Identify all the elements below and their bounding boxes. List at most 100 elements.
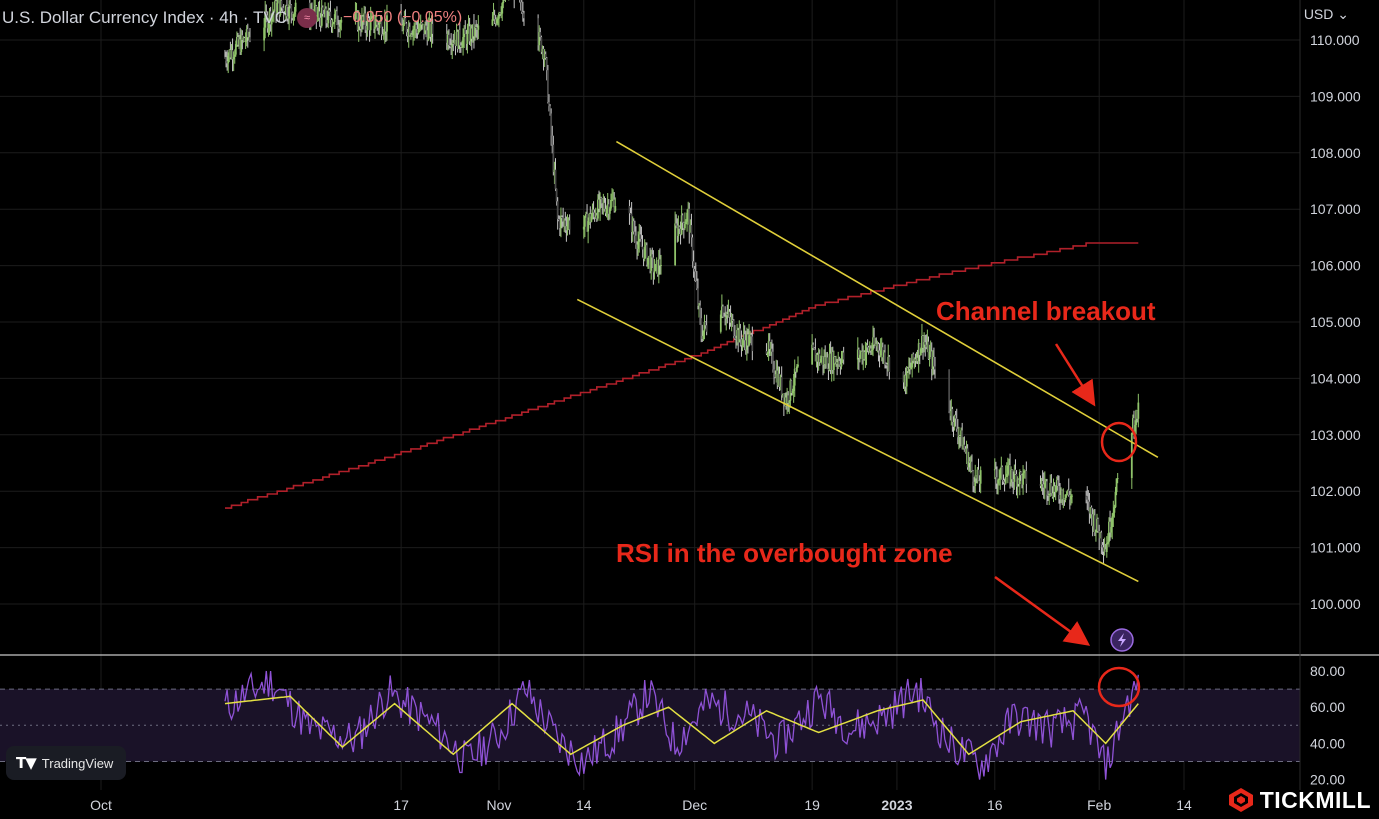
breakout-arrow [1054, 343, 1096, 407]
candle-body [566, 224, 569, 231]
candle-body [745, 334, 748, 350]
candle-body [815, 354, 818, 362]
currency-selector[interactable]: USD ⌄ [1304, 6, 1349, 23]
candle-body [1058, 485, 1060, 495]
annotations-overlay [994, 343, 1141, 708]
candle-body [1014, 469, 1017, 475]
candle-body [961, 430, 964, 450]
candle-body [649, 256, 652, 271]
candle-body [420, 23, 423, 25]
candle-body [702, 330, 705, 339]
candle-body [824, 357, 827, 365]
candle-body [954, 415, 957, 419]
candle-body [412, 29, 414, 36]
candle-body [647, 257, 649, 265]
rsi-tick-label: 80.00 [1310, 663, 1345, 679]
candle-body [225, 57, 227, 62]
candle-body [789, 380, 792, 401]
candle-body [871, 349, 873, 351]
candle-body [423, 24, 425, 34]
candle-body [375, 21, 377, 27]
candle-body [691, 237, 694, 262]
candle-body [245, 29, 248, 41]
candle-body [365, 25, 368, 31]
candle-body [236, 36, 238, 45]
candle-body [279, 0, 282, 15]
lightning-icon-glyph [1118, 633, 1126, 647]
candle-body [834, 356, 836, 364]
currency-label: USD [1303, 6, 1334, 22]
candle-body [640, 238, 643, 247]
candle-body [1134, 424, 1136, 432]
candle-body [866, 345, 869, 348]
candle-body [413, 28, 416, 30]
tradingview-logo[interactable]: T▼ TradingView [6, 746, 126, 780]
candle-body [1025, 470, 1028, 484]
candle-body [770, 348, 773, 352]
candle-body [1054, 485, 1057, 492]
rsi-tick-label: 20.00 [1310, 772, 1345, 788]
candle-body [400, 15, 403, 26]
candle-body [605, 207, 608, 214]
indicator-badge-icon[interactable]: ≈ [297, 8, 317, 28]
candle-body [338, 26, 341, 29]
y-tick-label: 105.000 [1310, 314, 1361, 330]
candle-body [993, 469, 996, 471]
candle-body [1071, 495, 1073, 497]
candle-body [872, 337, 874, 350]
candle-body [1053, 486, 1056, 492]
candle-body [742, 334, 745, 340]
candle-body [424, 25, 426, 34]
candle-body [371, 15, 374, 17]
candle-body [359, 26, 362, 29]
candle-body [1059, 494, 1061, 500]
candle-body [950, 409, 953, 416]
candle-body [695, 280, 698, 289]
candle-body [1093, 515, 1096, 533]
candle-body [675, 223, 678, 226]
candle-body [613, 199, 616, 211]
candle-body [923, 342, 926, 348]
candle-body [1043, 482, 1046, 488]
candle-body [406, 32, 409, 37]
candle-body [246, 29, 249, 38]
candle-body [556, 201, 559, 219]
candle-body [555, 188, 558, 202]
candle-body [457, 29, 460, 49]
candle-body [751, 336, 754, 352]
candle-body [293, 11, 296, 15]
candle-body [651, 254, 654, 258]
candle-body [827, 368, 830, 371]
candle-body [276, 2, 279, 15]
candle-body [1024, 470, 1027, 472]
rsi-pane [0, 670, 1300, 780]
candle-body [841, 352, 844, 359]
candle-body [470, 28, 473, 39]
candle-body [1006, 465, 1009, 474]
candle-body [593, 212, 596, 218]
candle-body [549, 106, 551, 114]
candle-body [998, 478, 1001, 481]
candle-body [240, 35, 243, 53]
candle-body [1098, 530, 1101, 539]
candle-body [654, 264, 657, 271]
candle-body [231, 50, 234, 60]
candle-body [1115, 478, 1118, 492]
candle-body [865, 345, 868, 354]
candle-body [401, 25, 404, 31]
candle-body [1102, 547, 1105, 552]
candle-body [419, 23, 422, 29]
candle-body [656, 260, 659, 275]
candle-body [741, 339, 744, 346]
tradingview-logo-icon: T▼ [16, 754, 37, 772]
candle-body [874, 343, 877, 345]
candle-body [275, 1, 277, 15]
candle-body [811, 344, 814, 365]
candle-body [1049, 482, 1052, 494]
candle-body [550, 113, 553, 136]
candle-body [638, 234, 641, 242]
candle-body [1047, 494, 1049, 496]
candle-body [859, 354, 861, 358]
candle-body [1051, 493, 1054, 498]
